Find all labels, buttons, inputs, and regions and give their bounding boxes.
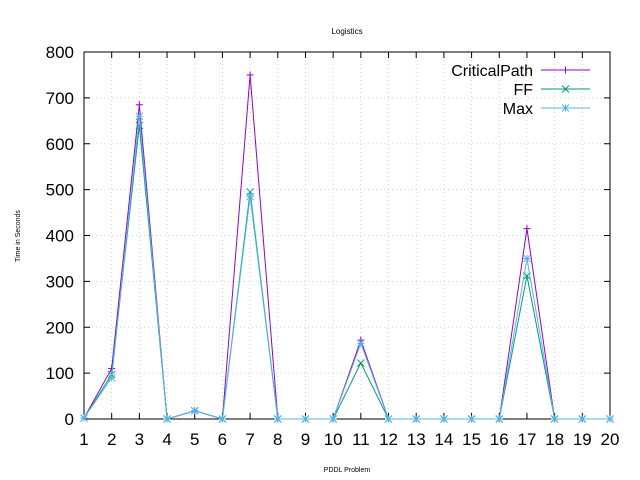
data-point-max xyxy=(356,339,365,348)
data-point-max xyxy=(523,254,531,263)
data-point-ff xyxy=(356,359,365,367)
y-tick-label: 100 xyxy=(46,364,74,383)
data-point-max xyxy=(384,415,393,423)
x-tick-label: 8 xyxy=(273,430,282,449)
y-tick-label: 600 xyxy=(46,135,74,154)
data-point-max xyxy=(135,112,144,121)
x-tick-label: 19 xyxy=(573,430,592,449)
y-tick-label: 500 xyxy=(46,181,74,200)
legend-label: Max xyxy=(503,101,533,118)
data-point-max xyxy=(495,415,504,423)
chart-title: Logistics xyxy=(331,27,362,36)
data-point-max xyxy=(80,414,88,422)
y-tick-label: 300 xyxy=(46,272,74,291)
x-tick-label: 17 xyxy=(517,430,536,449)
x-tick-label: 12 xyxy=(379,430,398,449)
x-tick-label: 7 xyxy=(245,430,254,449)
data-point-max xyxy=(329,415,338,423)
x-tick-label: 18 xyxy=(545,430,564,449)
data-point-max xyxy=(163,415,171,423)
x-tick-label: 11 xyxy=(352,430,370,449)
series-criticalpath xyxy=(80,71,614,423)
y-tick-label: 700 xyxy=(46,89,74,108)
data-point-criticalpath xyxy=(135,101,143,109)
legend-label: CriticalPath xyxy=(451,63,533,80)
data-point-max xyxy=(440,415,448,423)
legend-swatch-marker xyxy=(561,104,570,112)
legend-item-criticalpath: CriticalPath xyxy=(451,63,590,80)
legend-item-max: Max xyxy=(503,101,590,118)
data-point-max xyxy=(467,415,476,423)
series-max xyxy=(80,112,614,423)
data-point-criticalpath xyxy=(246,71,254,79)
x-tick-label: 14 xyxy=(434,430,453,449)
x-tick-label: 3 xyxy=(135,430,144,449)
x-tick-label: 10 xyxy=(324,430,343,449)
data-point-max xyxy=(578,415,587,423)
x-tick-label: 2 xyxy=(107,430,116,449)
legend: CriticalPath FF Max xyxy=(451,63,590,118)
data-point-max xyxy=(190,406,199,415)
data-point-max xyxy=(218,415,227,423)
x-axis-label: PDDL Problem xyxy=(324,467,371,474)
y-tick-label: 400 xyxy=(46,227,74,246)
x-tick-label: 20 xyxy=(601,430,620,449)
series-line-criticalpath xyxy=(83,74,610,420)
data-point-max xyxy=(301,415,310,423)
x-tick-label: 16 xyxy=(490,430,509,449)
legend-swatch-marker xyxy=(561,85,570,93)
data-series xyxy=(80,71,614,423)
data-point-criticalpath xyxy=(523,225,531,233)
legend-label: FF xyxy=(513,82,533,99)
data-point-ff xyxy=(135,121,144,130)
data-point-max xyxy=(107,373,116,382)
legend-item-ff: FF xyxy=(513,82,590,99)
legend-swatch-marker xyxy=(562,66,569,74)
data-point-max xyxy=(412,415,421,423)
x-tick-label: 15 xyxy=(462,430,481,449)
y-axis-label: Time in Seconds xyxy=(15,210,22,262)
x-tick-label: 13 xyxy=(407,430,426,449)
x-tick-label: 5 xyxy=(190,430,199,449)
x-tick-label: 1 xyxy=(79,430,88,449)
data-point-max xyxy=(273,415,282,423)
x-tick-label: 4 xyxy=(162,430,171,449)
y-tick-label: 0 xyxy=(65,410,74,429)
x-tick-label: 9 xyxy=(301,430,310,449)
data-point-max xyxy=(246,192,254,201)
y-tick-label: 800 xyxy=(46,43,74,62)
data-point-max xyxy=(550,415,559,423)
series-line-max xyxy=(83,116,610,420)
x-tick-label: 6 xyxy=(218,430,227,449)
axis-ticks: 1 2 3 4 5 6 7 8 9 10 11 12 13 14 15 16 17 18 19 20010020030… xyxy=(46,43,620,449)
data-point-max xyxy=(606,415,614,423)
y-tick-label: 200 xyxy=(46,318,74,337)
